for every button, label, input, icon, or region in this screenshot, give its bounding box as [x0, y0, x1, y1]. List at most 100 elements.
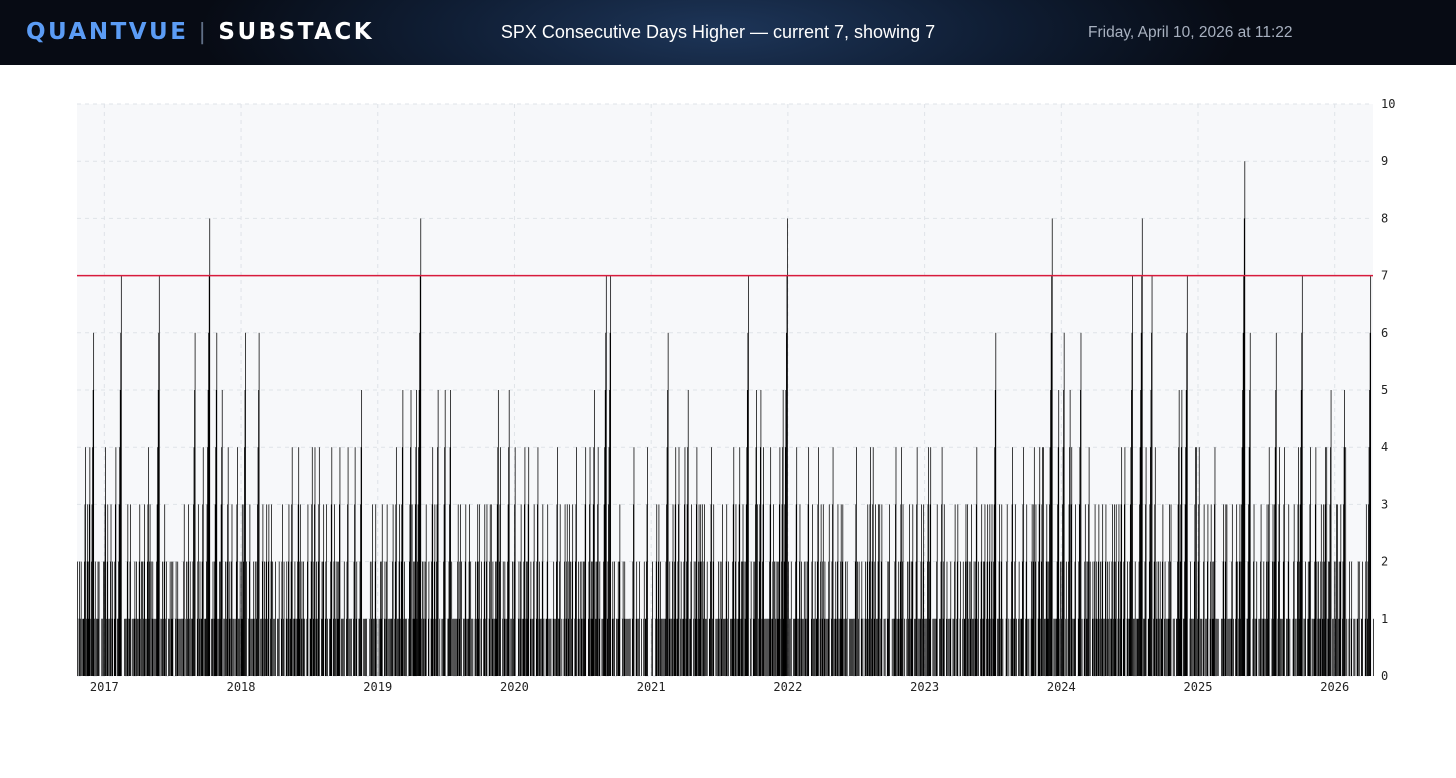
bar — [1153, 561, 1155, 676]
bar — [414, 504, 416, 676]
bar — [286, 561, 288, 676]
bar — [477, 504, 479, 676]
bar — [740, 618, 742, 676]
bar — [943, 561, 945, 676]
bar — [840, 504, 842, 676]
bar — [125, 618, 127, 676]
bar — [417, 561, 418, 676]
bar — [563, 618, 565, 676]
bar — [1129, 504, 1131, 676]
bar — [773, 504, 774, 676]
bar — [98, 618, 99, 676]
bar — [1308, 618, 1310, 676]
bar — [619, 504, 621, 676]
bar — [867, 504, 869, 676]
bar — [991, 561, 992, 676]
bar — [156, 504, 158, 676]
bar — [1069, 447, 1070, 676]
bar — [338, 561, 340, 676]
bar — [522, 618, 524, 676]
bar — [694, 618, 696, 676]
bar — [564, 504, 566, 676]
bar — [248, 618, 250, 676]
bar — [1256, 561, 1258, 676]
bar — [633, 504, 634, 676]
bar — [521, 618, 523, 676]
bar — [703, 561, 705, 676]
bar — [772, 561, 774, 676]
bar — [906, 618, 908, 676]
bar — [806, 618, 808, 676]
bar — [898, 561, 900, 676]
bar — [127, 504, 129, 676]
bar — [1294, 618, 1296, 676]
bar — [399, 504, 400, 676]
bar — [618, 618, 620, 676]
bar — [1179, 561, 1181, 676]
bar — [799, 504, 801, 676]
bar — [526, 561, 527, 676]
bar — [339, 447, 341, 676]
bar — [745, 561, 747, 676]
bar — [192, 618, 193, 676]
bar — [126, 618, 128, 676]
bar — [537, 504, 538, 676]
bar — [733, 447, 735, 676]
bar — [645, 618, 647, 676]
bar — [107, 504, 109, 676]
bar — [1056, 561, 1058, 676]
bar — [118, 561, 119, 676]
bar — [786, 275, 788, 676]
bar — [88, 504, 90, 676]
bar — [718, 561, 719, 676]
bar — [335, 561, 337, 676]
bar — [868, 618, 870, 676]
bar — [1212, 561, 1214, 676]
bar — [523, 561, 525, 676]
bar — [450, 390, 451, 676]
bar — [1329, 561, 1330, 676]
bar — [591, 561, 593, 676]
bar — [948, 618, 950, 676]
bar — [554, 618, 556, 676]
bar — [946, 561, 948, 676]
bar — [1254, 618, 1256, 676]
brand-logo: QUANTVUE | SUBSTACK — [26, 17, 374, 47]
bar — [133, 618, 135, 676]
bar — [318, 504, 320, 676]
bar — [720, 618, 722, 676]
bar — [1259, 618, 1261, 676]
bar — [527, 504, 529, 676]
bar — [1087, 618, 1088, 676]
bar — [777, 618, 779, 676]
bar — [660, 561, 661, 676]
bar — [283, 618, 284, 676]
bar — [146, 618, 148, 676]
bar — [971, 504, 972, 676]
bar — [695, 504, 697, 676]
bar — [180, 618, 182, 676]
bar — [547, 504, 549, 676]
bar — [94, 561, 96, 676]
bar — [656, 504, 658, 676]
bar — [431, 504, 433, 676]
bar — [354, 447, 356, 676]
bar — [698, 561, 699, 676]
bar — [1080, 390, 1081, 676]
bar — [1030, 618, 1032, 676]
bar — [1134, 618, 1136, 676]
bar — [647, 447, 648, 676]
bar — [730, 618, 731, 676]
bar — [1038, 504, 1040, 676]
bar — [759, 447, 761, 676]
bar — [243, 504, 245, 676]
bar — [1048, 618, 1049, 676]
bar — [1236, 504, 1238, 676]
bar — [1038, 561, 1040, 676]
bar — [844, 618, 846, 676]
bar — [795, 561, 797, 676]
bar — [995, 332, 997, 676]
bar — [124, 618, 125, 676]
bar — [1297, 561, 1298, 676]
bar — [1279, 447, 1280, 676]
